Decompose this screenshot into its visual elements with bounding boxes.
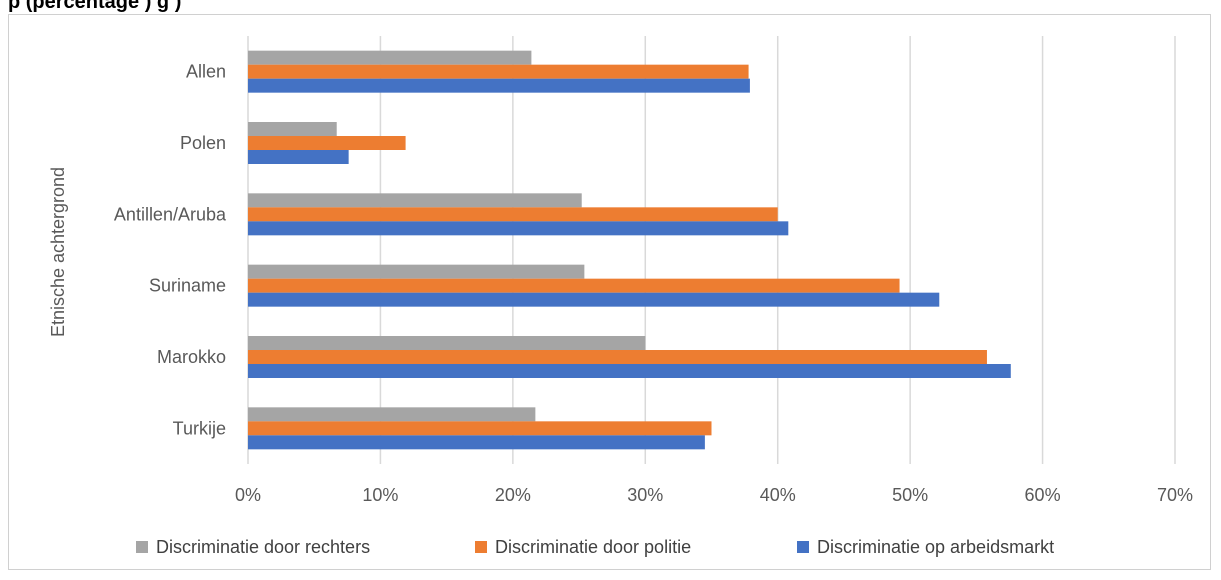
bar <box>248 278 900 293</box>
bar <box>248 136 406 150</box>
bar <box>248 421 712 436</box>
x-tick-label: 70% <box>1157 485 1193 505</box>
bar <box>248 221 789 236</box>
chart-title: p (percentage ) g ) <box>8 0 182 13</box>
bar <box>248 193 582 208</box>
bar <box>248 122 337 136</box>
category-label: Suriname <box>149 276 226 296</box>
category-label: Turkije <box>173 418 226 438</box>
bars <box>248 50 1011 450</box>
legend-swatch <box>797 541 809 553</box>
x-tick-label: 60% <box>1025 485 1061 505</box>
category-label: Antillen/Aruba <box>114 204 227 224</box>
bar <box>248 264 585 279</box>
legend-swatch <box>475 541 487 553</box>
bar <box>248 350 987 364</box>
legend-label: Discriminatie door politie <box>495 537 691 557</box>
legend-label: Discriminatie op arbeidsmarkt <box>817 537 1054 557</box>
chart-title-strip: p (percentage ) g ) <box>0 0 1221 14</box>
bar <box>248 150 349 164</box>
legend-label: Discriminatie door rechters <box>156 537 370 557</box>
category-label: Allen <box>186 62 226 82</box>
category-label: Polen <box>180 133 226 153</box>
chart-frame <box>8 14 1211 570</box>
category-label: Marokko <box>157 347 226 367</box>
bar <box>248 364 1011 378</box>
bar <box>248 407 536 422</box>
bar <box>248 78 750 93</box>
x-tick-label: 50% <box>892 485 928 505</box>
bar <box>248 64 749 79</box>
y-axis-title: Etnische achtergrond <box>48 167 68 337</box>
bar <box>248 435 705 450</box>
x-tick-label: 30% <box>627 485 663 505</box>
legend: Discriminatie door rechters Discriminatie… <box>136 537 1054 557</box>
category-labels: Allen Polen Antillen/Aruba Suriname Marokko T… <box>114 62 227 439</box>
x-tick-label: 20% <box>495 485 531 505</box>
x-tick-label: 40% <box>760 485 796 505</box>
bar <box>248 207 778 222</box>
bar <box>248 292 940 307</box>
legend-swatch <box>136 541 148 553</box>
x-tick-label: 0% <box>235 485 261 505</box>
x-tick-labels: 0% 10% 20% 30% 40% 50% 60% 70% <box>235 485 1193 505</box>
bar <box>248 336 646 350</box>
grid-lines <box>247 36 1176 464</box>
x-tick-label: 10% <box>362 485 398 505</box>
bar <box>248 50 532 65</box>
